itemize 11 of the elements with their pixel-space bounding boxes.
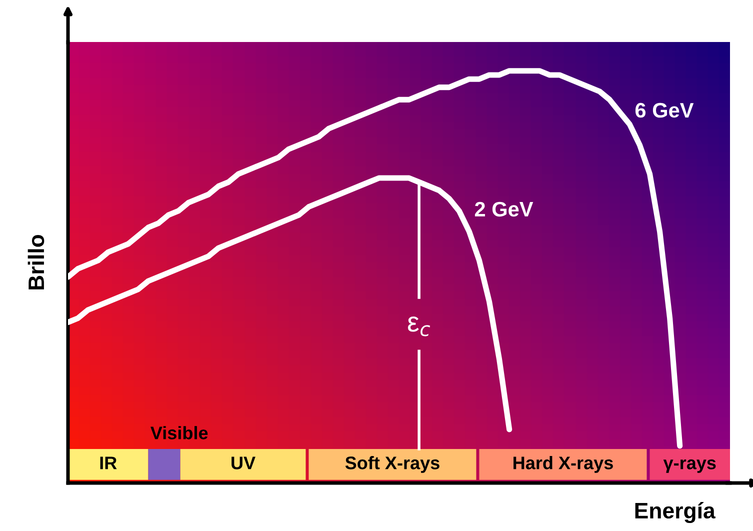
series-label: 6 GeV: [635, 102, 694, 118]
annotation: γ-rays: [663, 459, 716, 473]
series-label: 2 GeV: [474, 202, 534, 217]
annotation: UV: [232, 456, 256, 470]
annotation: Soft X-rays: [345, 456, 440, 473]
x-axis-title: Energía: [635, 502, 716, 524]
annotation: Hard X-rays: [514, 456, 613, 473]
annotation: Visible: [150, 426, 208, 440]
y-axis-title: Brillo: [28, 234, 44, 290]
annotation: ε$_{c}$: [408, 316, 430, 336]
annotation: IR: [100, 456, 117, 470]
